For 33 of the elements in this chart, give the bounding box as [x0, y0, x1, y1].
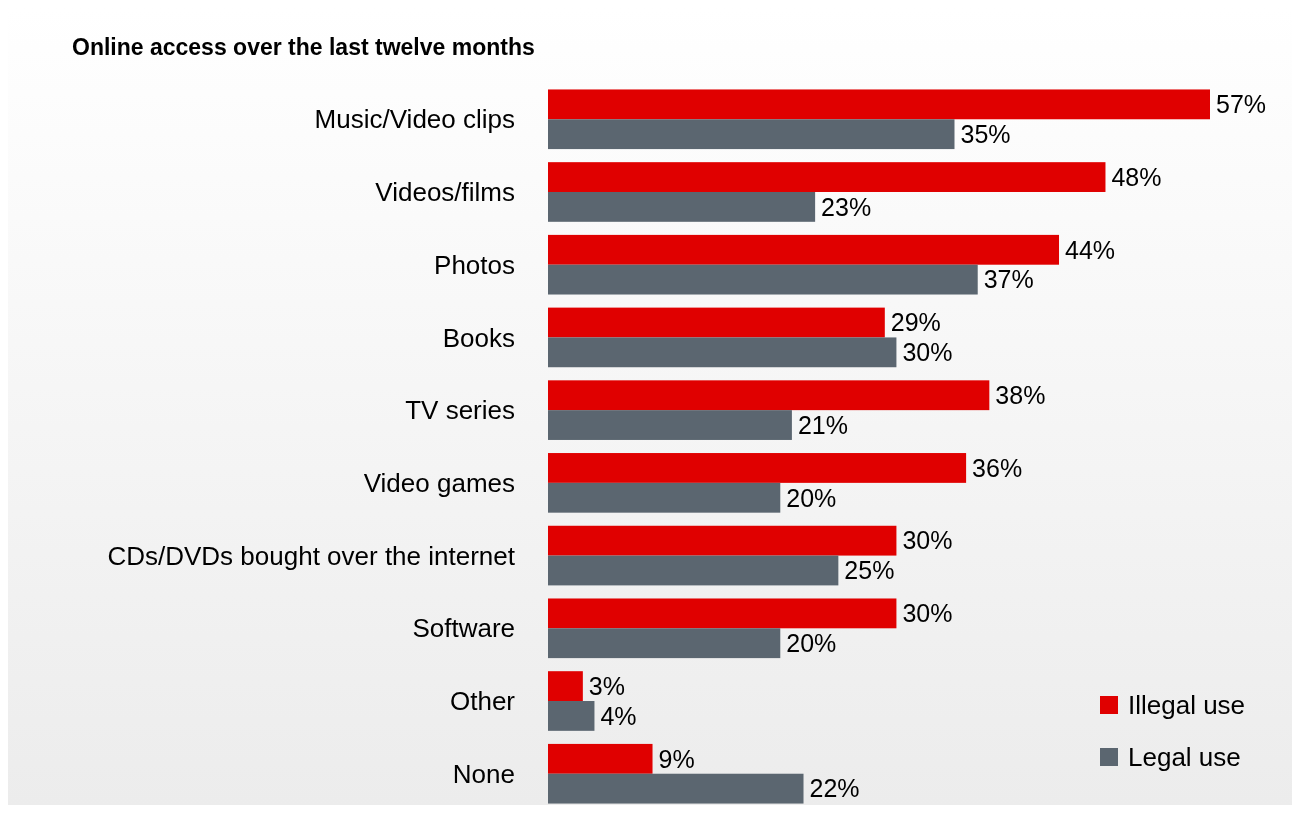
- data-label: 36%: [972, 453, 1023, 482]
- y-tick-label: CDs/DVDs bought over the internet: [107, 540, 516, 571]
- data-label: 9%: [658, 744, 695, 773]
- data-label: 35%: [960, 119, 1011, 148]
- y-tick-label: Software: [412, 613, 515, 644]
- data-label: 29%: [890, 308, 941, 337]
- y-tick-label: Photos: [434, 249, 515, 280]
- data-label: 30%: [902, 599, 953, 628]
- data-label: 44%: [1065, 235, 1116, 264]
- y-tick-label: Video games: [363, 467, 515, 498]
- data-label: 25%: [844, 556, 895, 585]
- y-tick-label: Videos/films: [375, 177, 515, 208]
- data-label: 4%: [600, 701, 637, 730]
- data-label: 23%: [821, 192, 872, 221]
- data-label: 30%: [902, 338, 953, 367]
- data-label: 48%: [1111, 162, 1162, 191]
- data-label: 22%: [809, 774, 860, 803]
- data-label: 20%: [786, 628, 837, 657]
- y-tick-label: None: [452, 758, 515, 789]
- data-label: 21%: [797, 410, 848, 439]
- legend-label: Legal use: [1128, 742, 1241, 773]
- data-label: 20%: [786, 483, 837, 512]
- data-label: 37%: [983, 265, 1034, 294]
- y-tick-label: Music/Video clips: [314, 104, 515, 135]
- y-tick-label: TV series: [405, 395, 515, 426]
- legend-label: Illegal use: [1128, 690, 1246, 721]
- data-label: 38%: [995, 380, 1046, 409]
- data-label: 30%: [902, 526, 953, 555]
- data-label: 57%: [1216, 90, 1267, 119]
- text: Online access over the last twelve months: [72, 34, 535, 60]
- data-label: 3%: [588, 671, 625, 700]
- y-tick-label: Books: [442, 322, 515, 353]
- y-tick-label: Other: [449, 686, 516, 717]
